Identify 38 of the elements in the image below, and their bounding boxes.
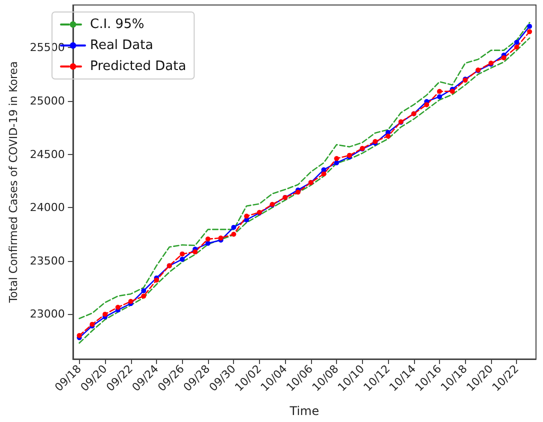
point (141, 294, 146, 299)
point (205, 236, 210, 242)
point (128, 298, 134, 304)
legend-label: Predicted Data (90, 59, 186, 74)
point (527, 29, 532, 34)
point (424, 102, 430, 108)
y-tick-label: 24500 (30, 148, 65, 161)
point (244, 214, 250, 219)
point (527, 24, 532, 29)
y-tick-label: 23500 (30, 254, 65, 268)
point (296, 190, 301, 195)
point (154, 278, 160, 283)
point (334, 156, 340, 162)
point (437, 94, 442, 100)
point (334, 160, 340, 166)
y-tick-label: 25000 (30, 94, 65, 108)
point (514, 44, 520, 50)
legend-label: C.I. 95% (90, 17, 144, 32)
y-tick-label: 24000 (30, 201, 65, 214)
point (102, 312, 108, 317)
point (501, 55, 506, 60)
point (514, 40, 520, 45)
point (180, 251, 185, 256)
point (115, 304, 120, 310)
point (141, 288, 146, 294)
point (231, 224, 236, 230)
y-tick-label: 23000 (30, 308, 65, 321)
y-axis-title: Total Confirmed Cases of COVID-19 in Korea (7, 61, 20, 304)
point (437, 88, 442, 94)
point (218, 235, 224, 240)
point (205, 240, 210, 246)
point (192, 249, 198, 254)
legend-label: Real Data (90, 38, 154, 53)
point (231, 232, 236, 237)
x-axis-title: Time (288, 404, 320, 418)
point (386, 134, 391, 139)
point (180, 256, 185, 262)
point (321, 172, 326, 176)
